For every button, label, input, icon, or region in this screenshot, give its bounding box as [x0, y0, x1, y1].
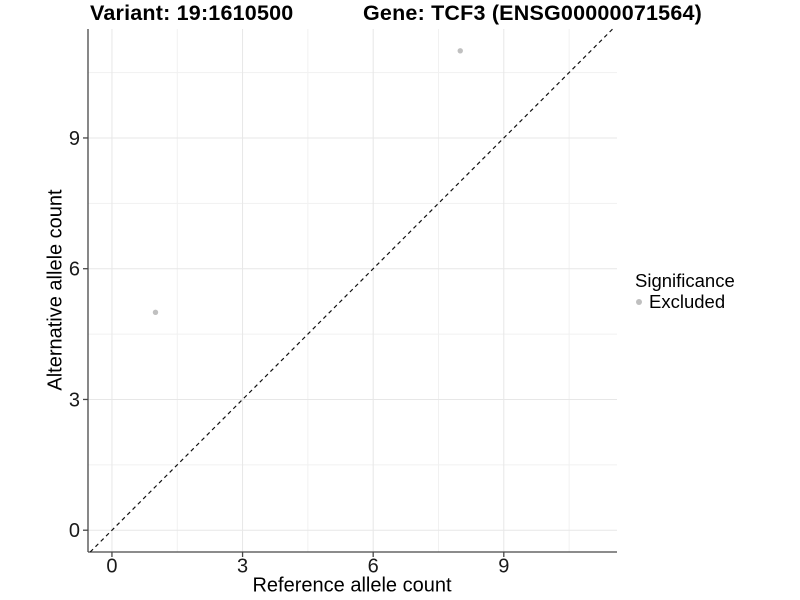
- y-tick-label: 0: [69, 520, 80, 542]
- x-tick-label: 9: [498, 556, 509, 578]
- identity-reference-line: [89, 28, 614, 553]
- legend-title: Significance: [635, 270, 735, 291]
- y-tick-label: 6: [69, 259, 80, 281]
- x-tick-label: 3: [237, 556, 248, 578]
- y-tick-label: 3: [69, 389, 80, 411]
- y-axis-title: Alternative allele count: [44, 189, 67, 391]
- x-tick-label: 0: [106, 556, 117, 578]
- plot-title-gene: Gene: TCF3 (ENSG00000071564): [363, 1, 703, 25]
- x-tick-label: 6: [368, 556, 379, 578]
- x-axis-title: Reference allele count: [252, 574, 452, 597]
- legend: Significance Excluded: [635, 270, 735, 312]
- data-point: [457, 48, 463, 54]
- legend-item-label: Excluded: [649, 291, 726, 312]
- data-point: [152, 309, 159, 315]
- legend-item-excluded: Excluded: [635, 291, 735, 312]
- y-tick-label: 9: [69, 128, 80, 150]
- legend-point-icon: [636, 298, 642, 305]
- plot-title-variant: Variant: 19:1610500: [90, 1, 294, 25]
